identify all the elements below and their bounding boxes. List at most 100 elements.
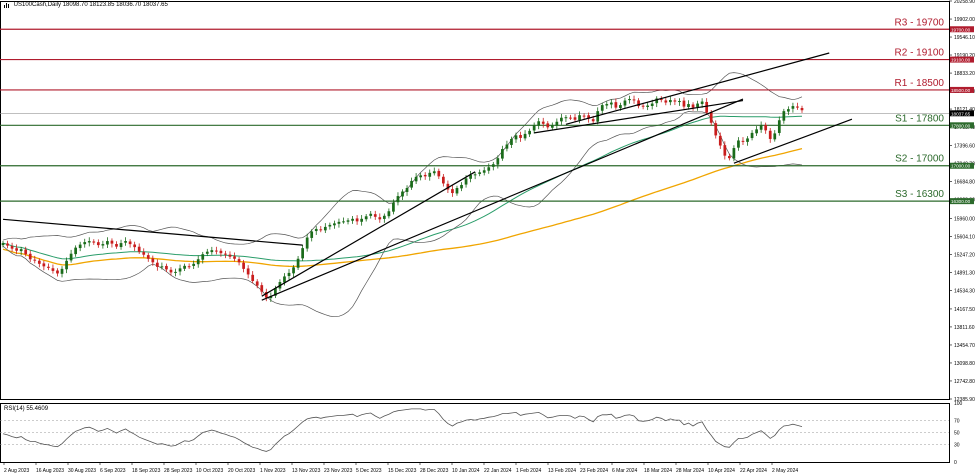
rsi-pane (0, 403, 950, 463)
candle-bull (696, 103, 699, 108)
date-axis-label: 1 Nov 2023 (260, 468, 286, 474)
candle-bear (705, 101, 709, 113)
rsi-pane-frame (0, 403, 950, 463)
candle-bull (609, 102, 613, 105)
candle-bull (428, 172, 432, 177)
current-price-tag (950, 110, 974, 117)
candle-bear (723, 145, 727, 156)
candle-bull (578, 115, 581, 121)
candle-bull (478, 172, 482, 174)
candle-bull (432, 171, 436, 174)
candle-bull (655, 98, 659, 104)
candle-bull (700, 101, 704, 104)
candle-bull (328, 224, 332, 227)
candle-bull (505, 144, 509, 149)
candle-bull (623, 100, 627, 106)
level-price-tag (950, 198, 974, 205)
candle-bull (124, 241, 127, 243)
candle-bear (355, 218, 359, 222)
candle-bull (464, 178, 468, 185)
price-axis: 20258.90 19902.00 19546.10 19190.20 18833.20… (949, 0, 975, 466)
candle-bull (360, 218, 364, 222)
trendline-descending (2, 218, 303, 246)
candle-bull (296, 258, 300, 268)
candle-bull (482, 170, 486, 173)
candle-bear (614, 102, 618, 108)
candle-bear (264, 292, 268, 298)
price-axis-label: 19190.20 (954, 53, 975, 59)
date-axis-label: 28 Mar 2024 (676, 468, 704, 474)
candle-bull (101, 244, 105, 246)
level-price-tag-text: 17000.00 (951, 164, 971, 169)
candle-bull (668, 100, 672, 103)
rsi-axis-label: 100 (954, 401, 963, 407)
candle-bull (305, 237, 309, 249)
candle-bear (33, 259, 37, 261)
candle-bull (737, 140, 740, 148)
level-price-tag-text: 19700.00 (951, 27, 971, 32)
candle-bear (42, 263, 46, 267)
bars-icon (4, 2, 10, 8)
candle-bull (69, 253, 73, 261)
candle-bull (314, 228, 318, 232)
candle-bear (215, 250, 218, 252)
candle-bear (718, 135, 722, 146)
channel-lower-line (534, 99, 744, 134)
candle-bear (319, 229, 323, 231)
date-axis: 2 Aug 2023 16 Aug 2023 30 Aug 2023 6 Sep 20… (3, 462, 798, 474)
level-price-tag-text: 17800.00 (951, 123, 971, 128)
candle-bear (546, 123, 550, 128)
candle-bear (146, 255, 150, 259)
candle-bear (96, 242, 100, 246)
candle-bear (800, 108, 804, 111)
candle-bull (192, 263, 196, 266)
candle-bear (142, 252, 146, 255)
candle-bull (160, 266, 164, 268)
candle-bull (310, 231, 314, 238)
candle-bull (619, 105, 622, 109)
date-axis-label: 30 Aug 2023 (68, 468, 96, 474)
candle-bear (659, 98, 663, 101)
candle-bear (255, 281, 259, 286)
candle-bear (10, 246, 14, 249)
trendline-short-up (261, 171, 476, 297)
candle-bear (451, 189, 454, 194)
candle-bear (768, 130, 772, 139)
candle-bear (228, 254, 232, 257)
candle-bear (169, 269, 173, 273)
date-axis-label: 22 Jan 2024 (484, 468, 512, 474)
candle-bear (242, 262, 245, 269)
rsi-axis-label: 30 (954, 442, 960, 448)
candle-bull (646, 105, 650, 108)
candle-bear (15, 248, 18, 251)
candle-bull (178, 268, 182, 272)
candle-bear (709, 112, 713, 123)
price-axis-label: 12742.80 (954, 379, 975, 385)
candle-bear (28, 253, 32, 260)
price-axis-label: 15604.10 (954, 234, 975, 240)
candle-bull (687, 104, 690, 108)
level-price-tag (950, 162, 974, 169)
candle-bull (387, 211, 391, 217)
bollinger-lower (2, 111, 803, 318)
candle-bull (564, 117, 568, 119)
candle-bear (519, 135, 522, 138)
candle-bear (237, 259, 241, 263)
date-axis-label: 13 Feb 2024 (548, 468, 576, 474)
level-label: S3 - 16300 (895, 189, 944, 200)
candle-bull (337, 221, 341, 224)
candle-bear (437, 170, 441, 177)
symbol-label: US100Cash,Daily (13, 2, 62, 9)
candle-bull (419, 175, 423, 178)
candle-bull (523, 133, 527, 139)
rsi-axis-label: 0 (954, 460, 957, 466)
date-axis-label: 10 Apr 2024 (708, 468, 735, 474)
date-axis-label: 28 Dec 2023 (420, 468, 449, 474)
level-label: S2 - 17000 (895, 154, 944, 165)
price-axis-label: 14534.30 (954, 288, 975, 294)
candle-bear (764, 124, 768, 131)
date-axis-label: 18 Sep 2023 (132, 468, 161, 474)
candle-bull (323, 226, 327, 231)
candle-bull (283, 276, 286, 283)
candle-bull (596, 111, 600, 122)
